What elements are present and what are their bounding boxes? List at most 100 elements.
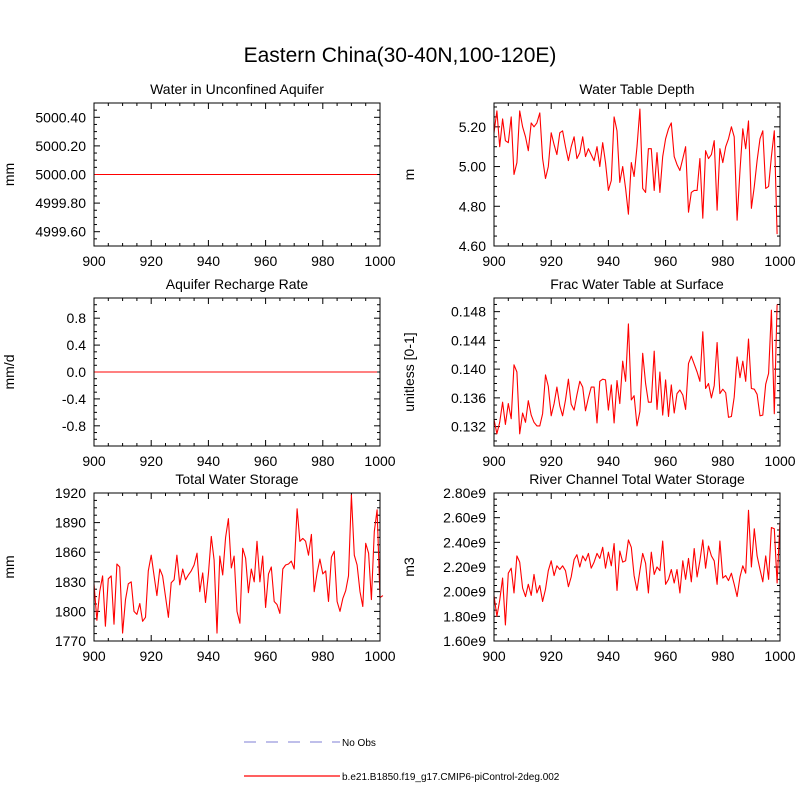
y-tick-label: 1.80e9 bbox=[443, 608, 486, 624]
y-tick-label: 0.136 bbox=[451, 390, 486, 406]
y-tick-label: 5000.00 bbox=[35, 167, 86, 183]
y-axis-label: unitless [0-1] bbox=[401, 332, 417, 411]
panel-2: Water Table Depth m 900 920 940 960 980 1000 4.6… bbox=[401, 81, 796, 269]
y-tick-label: 1890 bbox=[55, 515, 86, 531]
y-axis-label: mm bbox=[1, 555, 17, 578]
panel-5: Total Water Storage mm 900 920 940 960 980 1000… bbox=[1, 471, 396, 664]
y-tick-label: 5000.20 bbox=[35, 138, 86, 154]
legend-label: No Obs bbox=[342, 738, 376, 749]
y-tick-label: -0.4 bbox=[62, 391, 86, 407]
y-tick-label: 0.140 bbox=[451, 361, 486, 377]
x-tick-label: 960 bbox=[254, 648, 278, 664]
y-tick-label: 2.20e9 bbox=[443, 559, 486, 575]
y-tick-label: 0.8 bbox=[67, 310, 87, 326]
y-tick-label: 1920 bbox=[55, 485, 86, 501]
y-tick-label: 4999.80 bbox=[35, 195, 86, 211]
y-tick-label: 0.132 bbox=[451, 419, 486, 435]
x-tick-label: 980 bbox=[311, 253, 335, 269]
x-tick-label: 940 bbox=[597, 453, 621, 469]
y-tick-label: 1770 bbox=[55, 633, 86, 649]
x-tick-label: 960 bbox=[254, 453, 278, 469]
x-tick-label: 1000 bbox=[364, 648, 395, 664]
x-tick-label: 920 bbox=[540, 453, 564, 469]
series-line bbox=[493, 108, 778, 235]
panel-title: River Channel Total Water Storage bbox=[529, 471, 745, 487]
y-tick-label: 2.40e9 bbox=[443, 534, 486, 550]
plot-frame bbox=[93, 297, 381, 447]
y-tick-label: 5.00 bbox=[459, 159, 486, 175]
x-tick-label: 1000 bbox=[764, 453, 795, 469]
x-tick-label: 900 bbox=[482, 453, 506, 469]
y-axis-label: mm bbox=[1, 163, 17, 186]
panels: Water in Unconfined Aquifer mm 900 920 940 96… bbox=[1, 81, 796, 664]
x-tick-label: 980 bbox=[311, 648, 335, 664]
plot-frame bbox=[493, 102, 781, 247]
series-line bbox=[493, 304, 778, 435]
plot-frame bbox=[93, 102, 381, 247]
x-tick-label: 1000 bbox=[364, 453, 395, 469]
x-tick-label: 920 bbox=[540, 253, 564, 269]
y-axis-label: m3 bbox=[401, 557, 417, 577]
legend-label: b.e21.B1850.f19_g17.CMIP6-piControl-2deg… bbox=[342, 772, 560, 783]
x-tick-label: 920 bbox=[140, 253, 164, 269]
panel-title: Frac Water Table at Surface bbox=[550, 276, 724, 292]
panel-4: Frac Water Table at Surface unitless [0-1… bbox=[401, 276, 796, 469]
y-tick-label: 4999.60 bbox=[35, 224, 86, 240]
y-tick-label: 1830 bbox=[55, 574, 86, 590]
panel-title: Water in Unconfined Aquifer bbox=[150, 81, 324, 97]
y-axis-label: mm/d bbox=[1, 355, 17, 390]
y-tick-label: 2.00e9 bbox=[443, 584, 486, 600]
panel-6: River Channel Total Water Storage m3 900 92… bbox=[401, 471, 796, 664]
x-tick-label: 900 bbox=[482, 648, 506, 664]
y-tick-label: 5000.40 bbox=[35, 109, 86, 125]
x-tick-label: 1000 bbox=[764, 253, 795, 269]
x-tick-label: 940 bbox=[197, 453, 221, 469]
x-tick-label: 960 bbox=[254, 253, 278, 269]
y-tick-label: 2.80e9 bbox=[443, 485, 486, 501]
y-tick-label: 0.148 bbox=[451, 304, 486, 320]
y-tick-label: -0.8 bbox=[62, 418, 86, 434]
x-tick-label: 960 bbox=[654, 253, 678, 269]
y-tick-label: 4.80 bbox=[459, 198, 486, 214]
x-tick-label: 920 bbox=[540, 648, 564, 664]
y-tick-label: 1860 bbox=[55, 544, 86, 560]
x-tick-label: 920 bbox=[140, 453, 164, 469]
figure-title: Eastern China(30-40N,100-120E) bbox=[244, 44, 557, 67]
x-tick-label: 980 bbox=[711, 453, 735, 469]
x-tick-label: 900 bbox=[82, 453, 106, 469]
y-axis-label: m bbox=[401, 169, 417, 181]
y-tick-label: 0.0 bbox=[67, 364, 87, 380]
x-tick-label: 900 bbox=[82, 648, 106, 664]
legend: No Obs b.e21.B1850.f19_g17.CMIP6-piContro… bbox=[244, 738, 560, 783]
y-tick-label: 2.60e9 bbox=[443, 510, 486, 526]
y-tick-label: 0.144 bbox=[451, 332, 486, 348]
x-tick-label: 940 bbox=[197, 648, 221, 664]
x-tick-label: 980 bbox=[711, 253, 735, 269]
x-tick-label: 960 bbox=[654, 453, 678, 469]
x-tick-label: 900 bbox=[482, 253, 506, 269]
series-line bbox=[93, 494, 384, 634]
x-tick-label: 940 bbox=[597, 253, 621, 269]
x-tick-label: 980 bbox=[311, 453, 335, 469]
x-tick-label: 900 bbox=[82, 253, 106, 269]
x-tick-label: 1000 bbox=[364, 253, 395, 269]
panel-title: Aquifer Recharge Rate bbox=[166, 276, 309, 292]
y-tick-label: 0.4 bbox=[67, 337, 87, 353]
x-tick-label: 940 bbox=[197, 253, 221, 269]
panel-3: Aquifer Recharge Rate mm/d 900 920 940 960 980… bbox=[1, 276, 396, 469]
y-tick-label: 1800 bbox=[55, 603, 86, 619]
y-tick-label: 5.20 bbox=[459, 119, 486, 135]
y-tick-label: 1.60e9 bbox=[443, 633, 486, 649]
x-tick-label: 980 bbox=[711, 648, 735, 664]
x-tick-label: 1000 bbox=[764, 648, 795, 664]
panel-title: Total Water Storage bbox=[175, 471, 298, 487]
x-tick-label: 920 bbox=[140, 648, 164, 664]
x-tick-label: 940 bbox=[597, 648, 621, 664]
plot-frame bbox=[93, 492, 381, 642]
plot-frame bbox=[493, 492, 781, 642]
series-line bbox=[493, 509, 781, 626]
x-tick-label: 960 bbox=[654, 648, 678, 664]
panel-1: Water in Unconfined Aquifer mm 900 920 940 96… bbox=[1, 81, 396, 269]
plot-frame bbox=[493, 297, 781, 447]
